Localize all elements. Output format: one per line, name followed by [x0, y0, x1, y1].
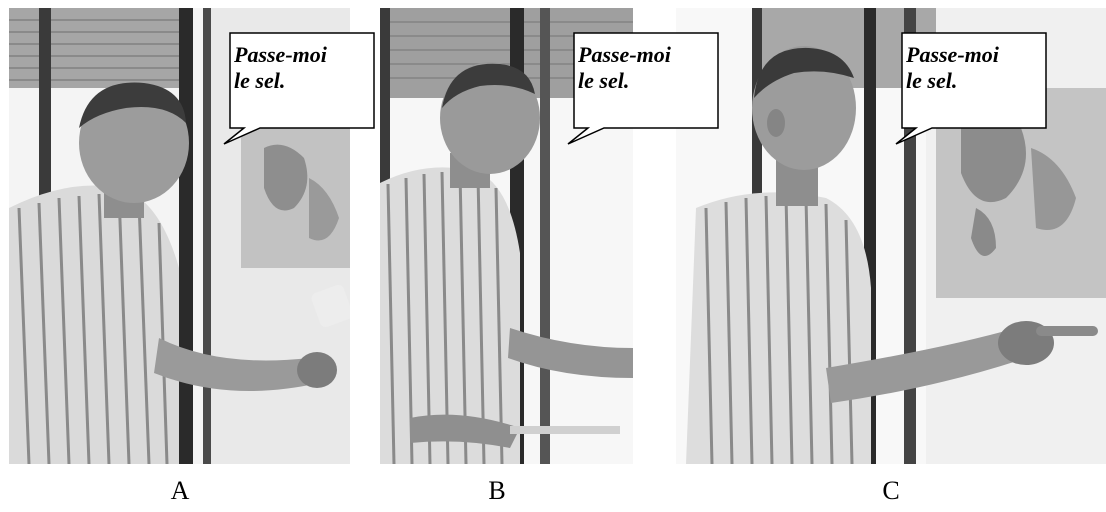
speech-bubble-a-shape [223, 32, 375, 145]
caption-b: B [488, 476, 506, 505]
speech-text-a: Passe-moi le sel. [234, 42, 327, 93]
speech-bubble-b: Passe-moi le sel. [566, 32, 726, 145]
speech-bubble-a: Passe-moi le sel. [222, 32, 382, 145]
speech-bubble-c: Passe-moi le sel. [894, 32, 1054, 145]
speech-bubble-c-shape [895, 32, 1047, 145]
speech-text-b: Passe-moi le sel. [578, 42, 671, 93]
speech-bubble-b-shape [567, 32, 719, 145]
speech-text-c: Passe-moi le sel. [906, 42, 999, 93]
caption-a: A [170, 476, 190, 505]
caption-c: C [882, 476, 900, 505]
